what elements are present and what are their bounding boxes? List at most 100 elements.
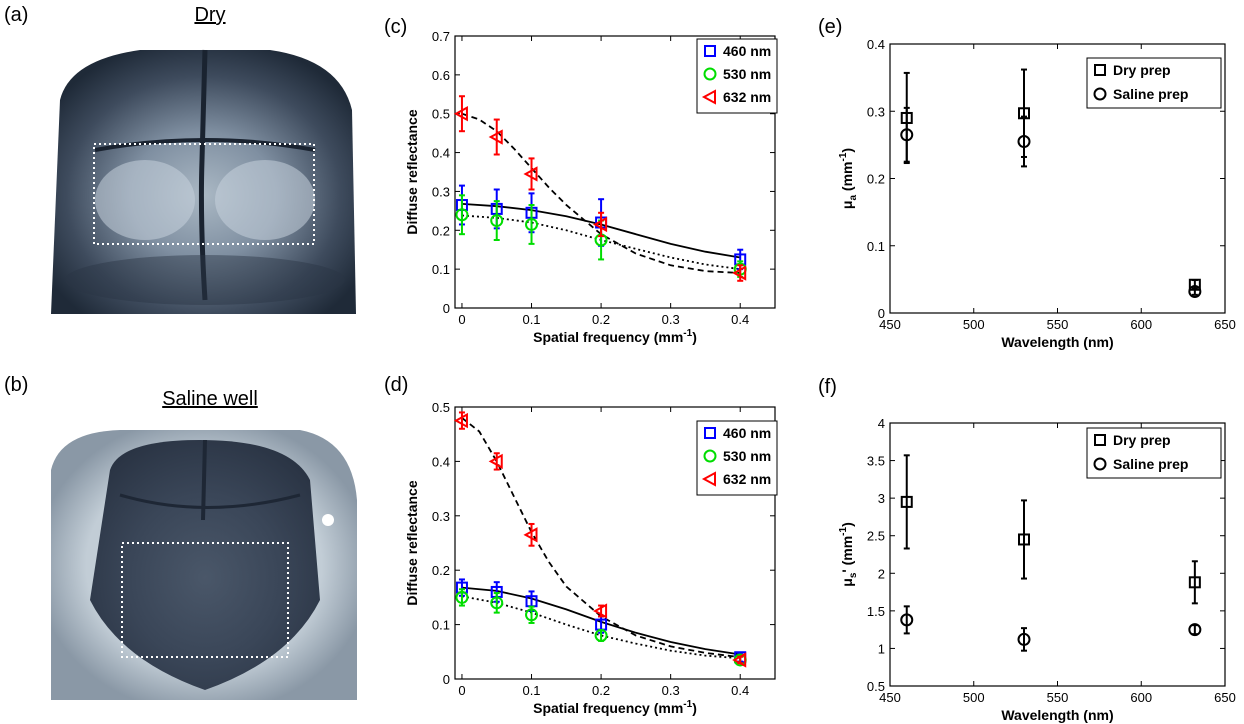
x-axis-label: Spatial frequency (mm-1) <box>533 328 697 345</box>
x-axis-label: Wavelength (nm) <box>1001 334 1113 350</box>
legend-box <box>1086 427 1222 479</box>
y-tick-label: 0.5 <box>432 400 450 415</box>
chart-e-absorption: 450 500 550 600 650 0 0.1 0.2 0.3 0.4 Wavelength (… <box>838 37 1236 350</box>
plot-area-c <box>454 35 776 309</box>
panel-label-e: (e) <box>818 16 843 38</box>
y-axis-label: Diffuse reflectance <box>404 480 420 605</box>
x-tick-label: 0 <box>458 312 465 327</box>
x-tick-label: 0 <box>458 683 465 698</box>
data-point <box>732 265 747 281</box>
y-tick-label: 0 <box>443 301 450 316</box>
x-tick-label: 550 <box>1047 690 1069 705</box>
y-tick-label: 0.1 <box>867 239 885 254</box>
y-tick-label: 0.6 <box>432 68 450 83</box>
legend-marker <box>1093 87 1107 101</box>
y-axis-label: Diffuse reflectance <box>404 109 420 234</box>
data-point <box>592 216 608 233</box>
data-point <box>900 613 914 627</box>
image-title-saline-well: Saline well <box>162 388 258 410</box>
y-tick-label: 2.5 <box>867 529 885 544</box>
y-tick-label: 0.3 <box>432 184 450 199</box>
data-point <box>455 208 469 222</box>
data-point <box>488 129 503 145</box>
data-point <box>900 128 914 142</box>
x-tick-label: 650 <box>1214 690 1236 705</box>
data-point <box>1188 284 1202 298</box>
data-point <box>1188 576 1201 589</box>
legend-label: Saline prep <box>1113 86 1188 102</box>
y-tick-label: 1 <box>878 641 885 656</box>
y-tick-label: 0.3 <box>867 104 885 119</box>
legend-box <box>1086 57 1222 109</box>
legend-marker <box>703 67 717 81</box>
image-title-dry: Dry <box>194 4 226 26</box>
x-tick-label: 500 <box>963 690 985 705</box>
legend-label: 530 nm <box>723 448 771 464</box>
legend-d: 460 nm 530 nm 632 nm <box>696 420 778 496</box>
data-point <box>453 412 468 429</box>
panel-label-d: (d) <box>384 374 409 396</box>
y-tick-label: 0.4 <box>432 454 450 469</box>
data-point <box>455 590 469 604</box>
y-tick-label: 0.5 <box>867 679 885 694</box>
y-tick-label: 0.2 <box>432 223 450 238</box>
series-632-nm <box>453 95 747 282</box>
series-632-nm <box>453 411 747 668</box>
legend-label: Dry prep <box>1113 62 1171 78</box>
y-tick-label: 0.1 <box>432 262 450 277</box>
data-point <box>490 596 504 610</box>
data-point <box>490 214 504 228</box>
x-tick-label: 0.1 <box>522 683 540 698</box>
legend-e: Dry prep Saline prep <box>1086 57 1222 109</box>
data-point <box>523 166 538 182</box>
roi-box-dry <box>93 143 315 245</box>
panel-label-b: (b) <box>4 374 29 396</box>
chart-d-reflectance-saline: 0 0.1 0.2 0.3 0.4 0 0.1 0.2 0.3 0.4 0.5 Spatial fre… <box>404 400 778 716</box>
panel-label-a: (a) <box>4 4 29 26</box>
y-tick-label: 0.4 <box>867 37 885 52</box>
data-point <box>900 495 913 508</box>
series-dry-prep <box>900 454 1201 605</box>
plot-area-d <box>454 406 776 680</box>
fit-curve-dashed <box>461 112 741 274</box>
data-point <box>523 527 538 543</box>
legend-f: Dry prep Saline prep <box>1086 427 1222 479</box>
legend-label: Dry prep <box>1113 432 1171 448</box>
data-point <box>732 652 747 668</box>
y-axis-label: μa (mm-1) <box>838 148 859 209</box>
x-tick-label: 600 <box>1130 317 1152 332</box>
data-point <box>1017 135 1031 149</box>
series-saline-prep <box>900 605 1202 652</box>
y-tick-label: 0 <box>443 672 450 687</box>
legend-label: 530 nm <box>723 66 771 82</box>
panel-label-c: (c) <box>384 16 408 38</box>
legend-marker <box>1094 64 1106 76</box>
x-tick-label: 650 <box>1214 317 1236 332</box>
data-point <box>1017 632 1031 646</box>
y-tick-label: 0.1 <box>432 618 450 633</box>
y-tick-label: 2 <box>878 566 885 581</box>
y-tick-label: 0.4 <box>432 146 450 161</box>
brain-image-dry <box>51 44 359 314</box>
x-tick-label: 450 <box>879 317 901 332</box>
x-tick-label: 0.2 <box>592 312 610 327</box>
legend-c: 460 nm 530 nm 632 nm <box>696 38 778 114</box>
y-tick-label: 0.7 <box>432 29 450 44</box>
legend-label: 632 nm <box>723 471 771 487</box>
x-tick-label: 550 <box>1047 317 1069 332</box>
data-point <box>488 453 503 470</box>
legend-marker <box>1093 457 1107 471</box>
x-tick-label: 0.3 <box>662 683 680 698</box>
legend-marker <box>704 427 716 439</box>
x-tick-label: 500 <box>963 317 985 332</box>
legend-marker <box>701 471 716 487</box>
x-tick-label: 450 <box>879 690 901 705</box>
data-point <box>525 217 539 231</box>
panel-label-f: (f) <box>818 376 837 398</box>
x-tick-label: 0.1 <box>522 312 540 327</box>
data-point <box>594 628 608 642</box>
legend-marker <box>703 449 717 463</box>
x-tick-label: 0.3 <box>662 312 680 327</box>
y-tick-label: 4 <box>878 416 885 431</box>
legend-marker <box>701 89 716 105</box>
